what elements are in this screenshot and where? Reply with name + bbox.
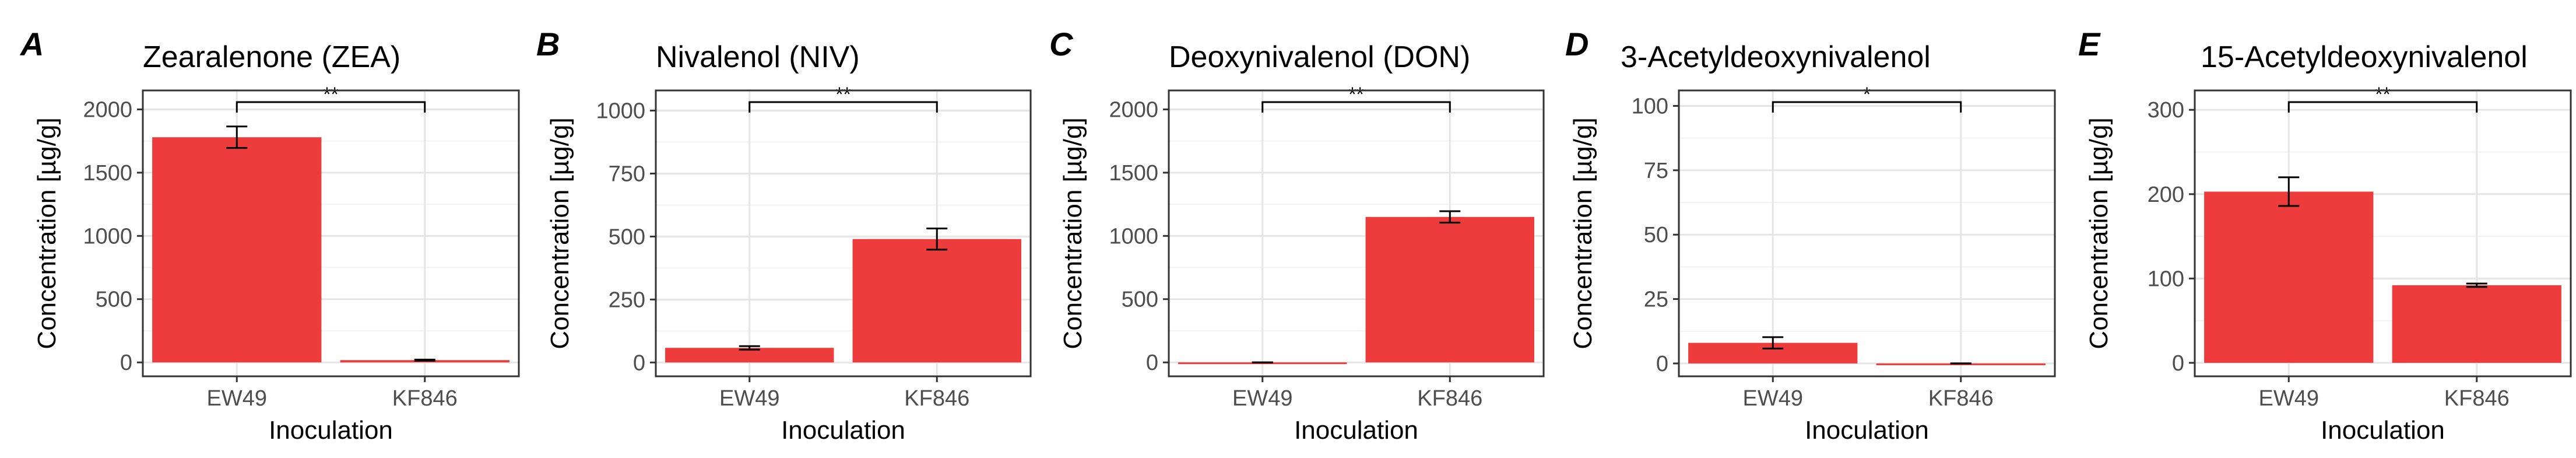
bar-EW49: [2204, 191, 2374, 363]
significance-bracket: [1772, 101, 1962, 113]
y-tick-label: 100: [2148, 267, 2184, 291]
y-tick-label: 75: [1644, 159, 1668, 183]
error-bar-EW49: [226, 125, 248, 149]
x-axis-label: Inoculation: [2321, 416, 2445, 445]
bar-KF846: [852, 239, 1021, 363]
chart-title: Zearalenone (ZEA): [143, 40, 400, 74]
chart-panel-A: A Zearalenone (ZEA) ** 0 500 1000 1500 2000 EW49…: [19, 26, 520, 445]
y-tick-label: 0: [1656, 352, 1668, 376]
x-tick-label: EW49: [1232, 386, 1292, 411]
y-tick-label: 500: [96, 288, 132, 312]
error-bar-KF846: [414, 358, 435, 362]
x-axis-label: Inoculation: [1805, 416, 1929, 445]
x-tick-label: EW49: [719, 386, 779, 411]
chart-panel-B: B Nivalenol (NIV) ** 0 250 500 750 1000 EW49 KF84…: [536, 26, 1032, 445]
panel-letter: D: [1565, 26, 1589, 62]
y-tick-label: 50: [1644, 223, 1668, 247]
bar-KF846: [2392, 285, 2561, 363]
bar-KF846: [1365, 216, 1534, 363]
y-tick-label: 0: [1146, 351, 1158, 375]
significance-bracket: [748, 101, 938, 113]
panel-letter: E: [2078, 26, 2101, 62]
significance-bracket: [1261, 101, 1451, 113]
chart-title: 3-Acetyldeoxynivalenol: [1621, 40, 1931, 74]
significance-label: **: [323, 83, 338, 106]
significance-label: **: [835, 83, 851, 106]
x-axis-label: Inoculation: [781, 416, 905, 445]
y-tick-label: 200: [2148, 183, 2184, 207]
y-tick-label: 500: [1122, 288, 1158, 312]
chart-panel-D: D 3-Acetyldeoxynivalenol * 0 25 50 75 100 EW49 KF…: [1565, 26, 2056, 445]
y-tick-label: 100: [1632, 94, 1668, 118]
y-tick-label: 300: [2148, 98, 2184, 123]
y-axis-label: Concentration [µg/g]: [1569, 117, 1597, 349]
y-axis-label: Concentration [µg/g]: [546, 117, 574, 349]
error-bar-EW49: [2278, 176, 2300, 207]
chart-title: Nivalenol (NIV): [656, 40, 860, 74]
y-tick-label: 0: [2172, 351, 2184, 376]
significance-bracket: [236, 101, 426, 113]
error-bar-EW49: [1762, 336, 1784, 349]
x-tick-label: KF846: [1928, 386, 1994, 411]
plot-frame: [1678, 89, 2056, 377]
x-axis-label: Inoculation: [269, 416, 393, 445]
x-tick-label: EW49: [2259, 386, 2319, 411]
y-tick-label: 2000: [83, 98, 132, 123]
y-tick-label: 0: [120, 351, 132, 375]
y-tick-label: 1500: [83, 161, 132, 186]
x-tick-label: EW49: [207, 386, 267, 411]
y-tick-label: 1000: [1109, 224, 1158, 249]
significance-label: **: [1348, 83, 1363, 106]
x-tick-label: KF846: [2444, 386, 2510, 411]
x-axis-label: Inoculation: [1294, 416, 1418, 445]
error-bar-KF846: [926, 228, 948, 251]
significance-label: **: [2375, 83, 2390, 106]
x-tick-label: KF846: [392, 386, 458, 411]
y-tick-label: 250: [609, 288, 645, 312]
y-tick-label: 25: [1644, 288, 1668, 312]
plot-frame: [2194, 89, 2572, 377]
bar-EW49: [152, 137, 322, 363]
x-tick-label: KF846: [904, 386, 969, 411]
plot-frame: [1168, 89, 1545, 377]
chart-panel-C: C Deoxynivalenol (DON) ** 0 500 1000 1500 2000 E…: [1049, 26, 1545, 445]
error-bar-EW49: [739, 345, 760, 351]
chart-title: 15-Acetyldeoxynivalenol: [2201, 40, 2528, 74]
chart-panel-E: E 15-Acetyldeoxynivalenol ** 0 100 200 300 EW49…: [2078, 26, 2572, 445]
x-tick-label: KF846: [1417, 386, 1482, 411]
panel-letter: C: [1049, 26, 1074, 62]
plot-frame: [142, 89, 520, 377]
error-bar-KF846: [1439, 210, 1461, 224]
y-tick-label: 0: [633, 351, 645, 375]
chart-title: Deoxynivalenol (DON): [1169, 40, 1470, 74]
y-tick-label: 750: [609, 162, 645, 186]
y-tick-label: 1000: [596, 99, 645, 124]
error-bar-KF846: [2466, 282, 2487, 288]
y-tick-label: 1500: [1109, 161, 1158, 186]
y-axis-label: Concentration [µg/g]: [2085, 117, 2113, 349]
panel-letter: A: [19, 26, 44, 62]
significance-label: *: [1863, 83, 1871, 106]
y-axis-label: Concentration [µg/g]: [1059, 117, 1087, 349]
plot-frame: [655, 89, 1032, 377]
y-tick-label: 2000: [1109, 98, 1158, 123]
y-axis-label: Concentration [µg/g]: [33, 117, 61, 349]
significance-bracket: [2287, 101, 2478, 113]
y-tick-label: 1000: [83, 224, 132, 249]
panel-letter: B: [536, 26, 560, 62]
y-tick-label: 500: [609, 225, 645, 249]
x-tick-label: EW49: [1743, 386, 1803, 411]
